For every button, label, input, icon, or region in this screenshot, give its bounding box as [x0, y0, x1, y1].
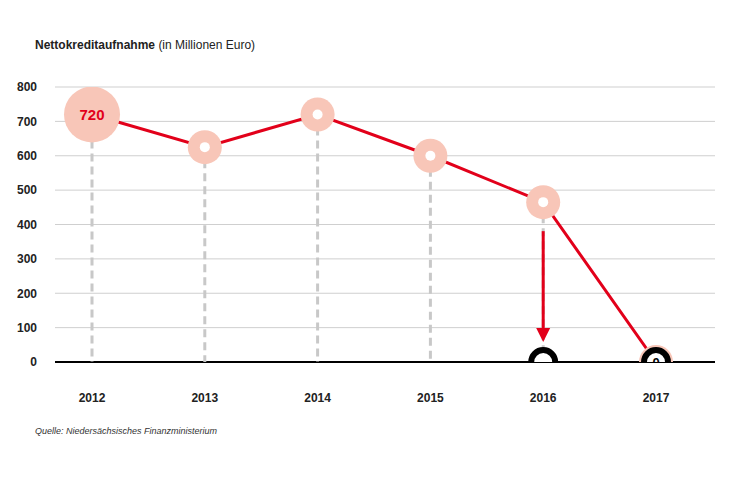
svg-text:2013: 2013 — [191, 391, 218, 405]
svg-text:2017: 2017 — [643, 391, 670, 405]
html-text:Quelle: Niedersächsisches Fina: Quelle: Niedersächsisches Finanzminister… — [35, 426, 218, 436]
svg-text:2012: 2012 — [79, 391, 106, 405]
svg-text:0: 0 — [652, 355, 659, 363]
html-text:Nettokreditaufnahme (in Millio: Nettokreditaufnahme (in Millionen Euro) — [35, 38, 256, 52]
svg-text:2014: 2014 — [304, 391, 331, 405]
svg-text:0: 0 — [30, 355, 37, 369]
svg-text:600: 600 — [17, 149, 37, 163]
svg-text:720: 720 — [79, 106, 104, 123]
svg-text:100: 100 — [17, 321, 37, 335]
svg-text:700: 700 — [17, 115, 37, 129]
svg-text:2015: 2015 — [417, 391, 444, 405]
svg-text:400: 400 — [17, 218, 37, 232]
svg-text:800: 800 — [17, 80, 37, 94]
svg-text:300: 300 — [17, 252, 37, 266]
svg-text:200: 200 — [17, 287, 37, 301]
svg-text:2016: 2016 — [530, 391, 557, 405]
svg-text:500: 500 — [17, 183, 37, 197]
